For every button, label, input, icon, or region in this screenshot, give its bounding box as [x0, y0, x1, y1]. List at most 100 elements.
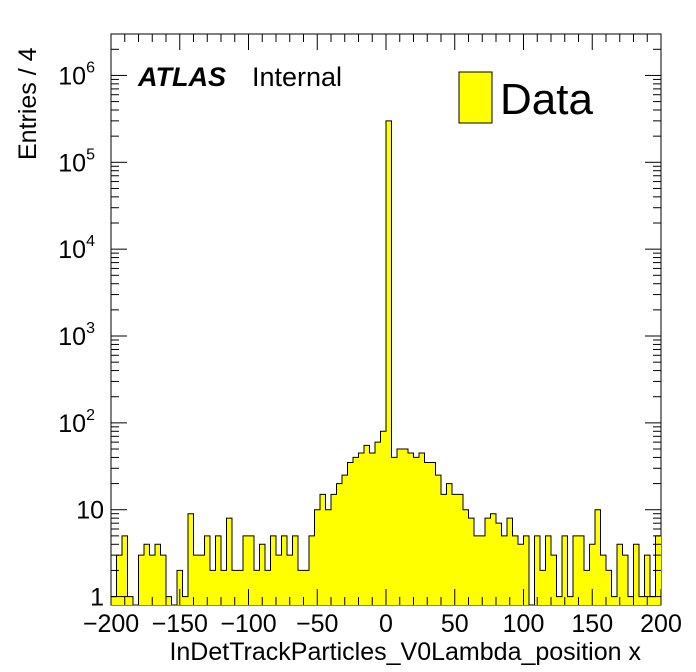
y-axis-title: Entries / 4 [14, 47, 42, 160]
histogram-bar [303, 570, 309, 605]
x-tick-label: 0 [379, 610, 393, 638]
y-tick-label: 105 [58, 146, 95, 177]
histogram-bar [551, 555, 557, 605]
histogram-bar [199, 555, 205, 605]
legend-swatch [458, 71, 493, 124]
histogram-bar [424, 462, 430, 605]
x-tick-label: −50 [296, 610, 338, 638]
histogram-bar [336, 483, 342, 605]
histogram-bar [314, 509, 320, 605]
histogram-bar [188, 513, 194, 605]
histogram-bar [435, 475, 441, 605]
histogram-bar [595, 509, 601, 605]
histogram-bar [259, 544, 265, 605]
x-axis-title: InDetTrackParticles_V0Lambda_position x [169, 638, 641, 666]
histogram-bar [149, 555, 155, 605]
histogram-bar [650, 596, 656, 605]
legend-entry-data: Data [500, 75, 593, 124]
histogram-bar [468, 518, 474, 605]
x-axis-ticks: −200 −150 −100 −50 0 50 100 150 200 [83, 34, 682, 638]
histogram-bar [292, 535, 298, 605]
histogram-bar [501, 535, 507, 605]
histogram-bar [485, 518, 491, 605]
histogram-bar [573, 535, 579, 605]
y-tick-label: 103 [58, 320, 95, 351]
histogram-bar [276, 555, 282, 605]
histogram-bar [589, 544, 595, 605]
histogram-bar [342, 475, 348, 605]
histogram-bar [507, 518, 513, 605]
histogram-bar [540, 570, 546, 605]
histogram-bar [281, 535, 287, 605]
histogram-bar [375, 442, 381, 605]
histogram-bar [210, 570, 216, 605]
x-tick-label: −100 [220, 610, 276, 638]
histogram-bar [287, 555, 293, 605]
histogram-bar [309, 535, 315, 605]
histogram-bar [452, 494, 458, 605]
histogram-bar [430, 462, 436, 605]
y-tick-label: 104 [58, 233, 95, 264]
histogram-bar [204, 535, 210, 605]
histogram-bar [232, 570, 238, 605]
histogram-bar [380, 431, 386, 605]
y-tick-label: 10 [76, 497, 104, 525]
histogram-bar [644, 555, 650, 605]
histogram-bar [265, 570, 271, 605]
histogram-bar [639, 596, 645, 605]
y-tick-label: 1 [90, 584, 104, 612]
histogram-bar [408, 452, 414, 605]
histogram-bar [138, 555, 144, 605]
histogram-bar [578, 535, 584, 605]
histogram-bar [413, 457, 419, 605]
histogram-bar [474, 535, 480, 605]
histogram-bar [369, 452, 375, 605]
histogram-bar [545, 535, 551, 605]
histogram-bar [402, 449, 408, 605]
atlas-label: ATLAS [137, 62, 226, 92]
histogram-bar [270, 535, 276, 605]
histogram-bar [490, 513, 496, 605]
y-tick-label: 106 [58, 59, 95, 90]
histogram-bar [567, 596, 573, 605]
histogram-bar [243, 535, 249, 605]
x-tick-label: −200 [83, 610, 139, 638]
histogram-bars [111, 120, 661, 605]
histogram-bar [479, 535, 485, 605]
histogram-bar [397, 449, 403, 605]
histogram-bar [127, 596, 133, 605]
histogram-bar [155, 544, 161, 605]
histogram-bar [144, 544, 150, 605]
histogram-bar [111, 596, 117, 605]
legend: Data [458, 71, 593, 124]
histogram-bar [419, 452, 425, 605]
histogram-bar [628, 596, 634, 605]
histogram-bar [633, 544, 639, 605]
histogram-bar [518, 544, 524, 605]
histogram-bar [584, 570, 590, 605]
histogram-bar [512, 535, 518, 605]
histogram-bar [347, 462, 353, 605]
histogram-bar [523, 535, 529, 605]
histogram-bar [226, 518, 232, 605]
histogram-bar [122, 535, 128, 605]
histogram-bar [353, 457, 359, 605]
histogram-bar [534, 535, 540, 605]
histogram-bar [441, 494, 447, 605]
histogram-bar [215, 535, 221, 605]
histogram-bar [496, 523, 502, 605]
histogram-bar [331, 494, 337, 605]
histogram-bar [463, 509, 469, 605]
histogram-bar [221, 570, 227, 605]
histogram-bar [298, 570, 304, 605]
histogram-bar [325, 509, 331, 605]
x-tick-label: −150 [152, 610, 208, 638]
histogram-bar [182, 596, 188, 605]
histogram-bar [622, 555, 628, 605]
histogram-bar [320, 494, 326, 605]
histogram-bar [600, 555, 606, 605]
histogram-bar [391, 457, 397, 605]
histogram-outline [111, 120, 661, 606]
histogram-bar [160, 555, 166, 605]
